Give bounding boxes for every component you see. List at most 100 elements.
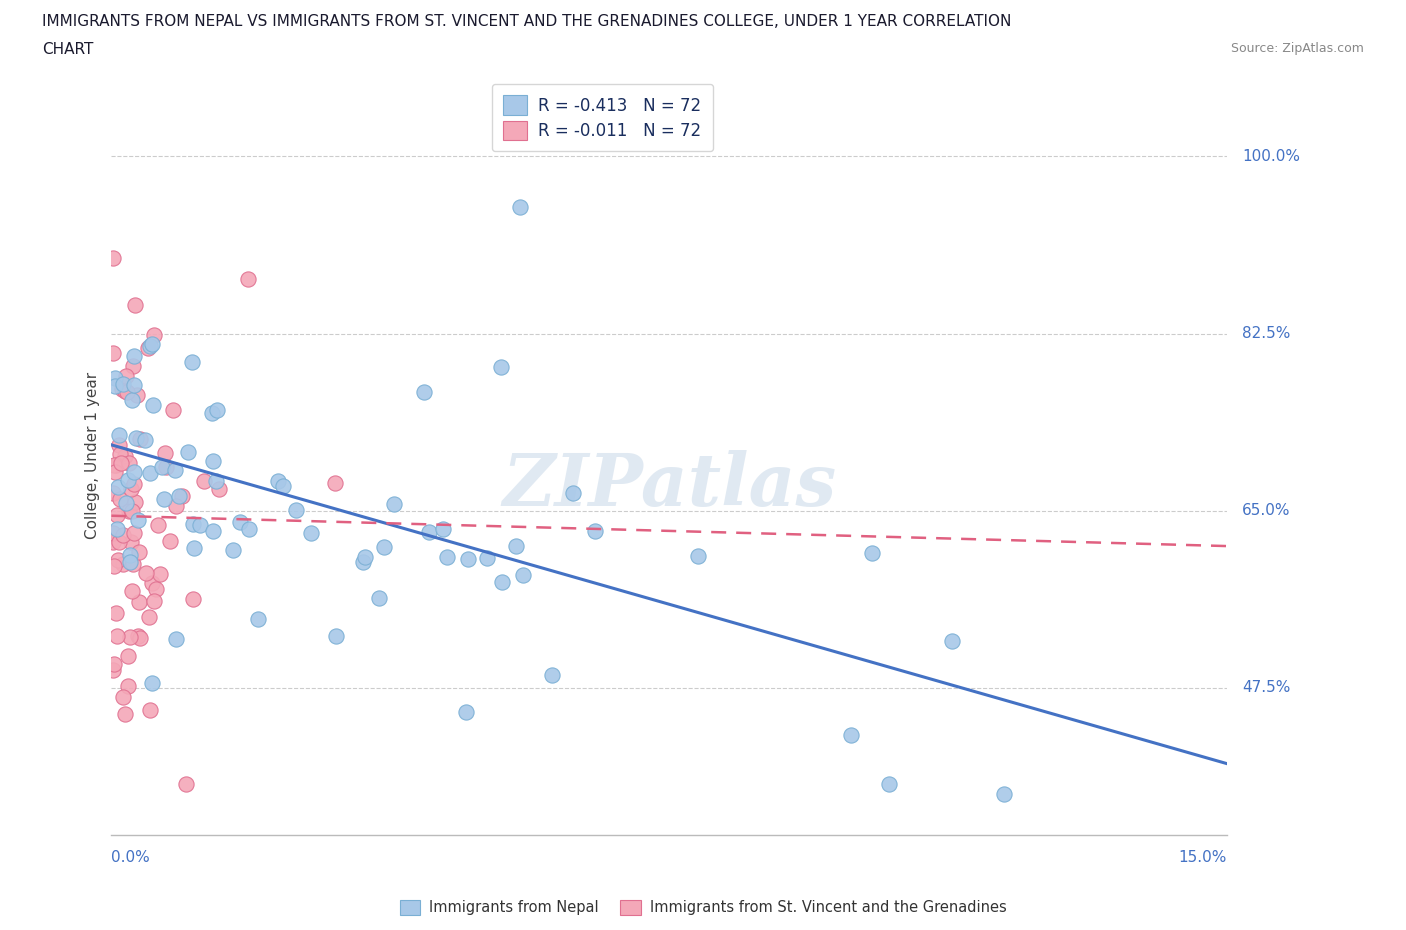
- Point: [155, 459, 177, 474]
- Point: [124, 477, 146, 492]
- Point: [299, 525, 322, 540]
- Point: [107, 552, 129, 567]
- Point: [117, 472, 139, 487]
- Point: [162, 403, 184, 418]
- Point: [122, 525, 145, 540]
- Point: [181, 355, 204, 370]
- Point: [267, 474, 290, 489]
- Point: [114, 448, 136, 463]
- Point: [200, 405, 222, 420]
- Point: [152, 491, 174, 506]
- Point: [115, 368, 138, 383]
- Point: [204, 473, 226, 488]
- Text: 65.0%: 65.0%: [1241, 503, 1291, 518]
- Y-axis label: College, Under 1 year: College, Under 1 year: [86, 371, 100, 538]
- Point: [135, 566, 157, 581]
- Point: [122, 349, 145, 364]
- Point: [202, 524, 225, 538]
- Point: [103, 662, 125, 677]
- Point: [432, 522, 454, 537]
- Point: [124, 495, 146, 510]
- Point: [108, 492, 131, 507]
- Point: [121, 584, 143, 599]
- Point: [150, 459, 173, 474]
- Point: [103, 458, 125, 472]
- Point: [111, 690, 134, 705]
- Point: [512, 567, 534, 582]
- Point: [271, 478, 294, 493]
- Point: [108, 447, 131, 462]
- Text: 82.5%: 82.5%: [1241, 326, 1291, 341]
- Point: [127, 629, 149, 644]
- Point: [104, 370, 127, 385]
- Point: [141, 337, 163, 352]
- Point: [104, 379, 127, 393]
- Point: [117, 678, 139, 693]
- Point: [104, 458, 127, 472]
- Point: [105, 522, 128, 537]
- Point: [122, 465, 145, 480]
- Point: [165, 631, 187, 646]
- Point: [101, 345, 124, 360]
- Point: [860, 546, 883, 561]
- Point: [105, 508, 128, 523]
- Point: [165, 498, 187, 513]
- Point: [373, 540, 395, 555]
- Point: [108, 428, 131, 443]
- Point: [941, 633, 963, 648]
- Point: [169, 489, 191, 504]
- Point: [149, 566, 172, 581]
- Point: [129, 432, 152, 446]
- Point: [103, 558, 125, 573]
- Point: [413, 385, 436, 400]
- Point: [103, 657, 125, 671]
- Point: [145, 582, 167, 597]
- Point: [105, 629, 128, 644]
- Point: [368, 591, 391, 605]
- Point: [418, 525, 440, 539]
- Point: [686, 548, 709, 563]
- Point: [236, 272, 259, 286]
- Point: [176, 445, 198, 459]
- Point: [382, 497, 405, 512]
- Point: [112, 528, 135, 543]
- Point: [541, 667, 564, 682]
- Point: [127, 387, 149, 402]
- Legend: Immigrants from Nepal, Immigrants from St. Vincent and the Grenadines: Immigrants from Nepal, Immigrants from S…: [392, 893, 1014, 923]
- Point: [108, 534, 131, 549]
- Point: [121, 392, 143, 407]
- Point: [509, 200, 531, 215]
- Text: ZIPatlas: ZIPatlas: [502, 450, 837, 521]
- Text: 0.0%: 0.0%: [111, 850, 150, 865]
- Point: [202, 454, 225, 469]
- Point: [238, 522, 260, 537]
- Point: [139, 466, 162, 481]
- Point: [117, 648, 139, 663]
- Point: [101, 251, 124, 266]
- Point: [124, 298, 146, 312]
- Point: [181, 591, 204, 606]
- Point: [141, 576, 163, 591]
- Point: [128, 595, 150, 610]
- Point: [129, 631, 152, 645]
- Point: [111, 381, 134, 396]
- Point: [120, 482, 142, 497]
- Point: [110, 456, 132, 471]
- Point: [134, 432, 156, 447]
- Point: [143, 327, 166, 342]
- Point: [120, 548, 142, 563]
- Point: [188, 517, 211, 532]
- Point: [115, 496, 138, 511]
- Point: [284, 502, 307, 517]
- Point: [118, 456, 141, 471]
- Point: [103, 485, 125, 500]
- Point: [112, 556, 135, 571]
- Point: [138, 702, 160, 717]
- Point: [491, 575, 513, 590]
- Point: [136, 341, 159, 356]
- Point: [993, 787, 1015, 802]
- Point: [118, 504, 141, 519]
- Point: [205, 403, 228, 418]
- Point: [104, 464, 127, 479]
- Point: [111, 377, 134, 392]
